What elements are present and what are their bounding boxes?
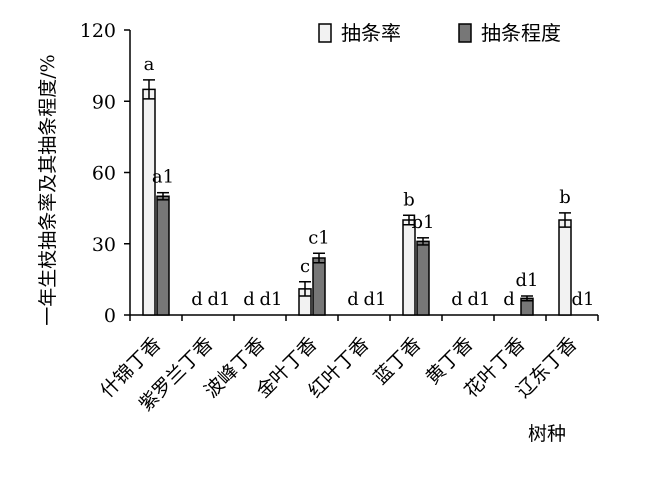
legend-label-series-2: 抽条程度 [481, 21, 561, 45]
y-axis-label: 一年生枝抽条率及其抽条程度/% [37, 54, 59, 325]
x-tick-label: 蓝丁香 [370, 333, 426, 389]
bar [416, 240, 430, 316]
bar [312, 257, 326, 316]
y-axis: 0 30 60 90 120 [80, 20, 131, 327]
data-label: d [503, 289, 515, 310]
bar [558, 219, 572, 316]
data-label: b [403, 189, 415, 210]
data-label: d [451, 289, 463, 310]
y-tick-label: 30 [92, 234, 116, 256]
y-tick-label: 60 [92, 163, 116, 185]
legend-label-series-1: 抽条率 [341, 21, 401, 45]
data-label: b [559, 187, 571, 208]
data-label: a1 [152, 167, 174, 188]
data-label: d [243, 289, 255, 310]
legend-swatch-series-2 [458, 23, 472, 43]
data-label: d1 [468, 289, 491, 310]
bar [402, 219, 416, 316]
data-label: d1 [572, 289, 595, 310]
y-tick-label: 90 [92, 91, 116, 113]
bars [142, 79, 572, 316]
data-labels: a d d c d b d d b a1 d1 d1 c1 d1 b1 d1 d1 d1 [144, 54, 595, 310]
data-label: c1 [308, 227, 330, 248]
data-label: d1 [516, 270, 539, 291]
data-label: b1 [412, 212, 435, 233]
data-label: d1 [364, 289, 387, 310]
legend: 抽条率 抽条程度 [318, 21, 561, 45]
bar [156, 195, 170, 316]
y-tick-label: 120 [80, 20, 116, 42]
data-label: c [300, 256, 310, 277]
x-axis-label: 树种 [528, 423, 566, 445]
bar [142, 88, 156, 316]
data-label: d [347, 289, 359, 310]
legend-swatch-series-1 [318, 23, 332, 43]
data-label: d1 [260, 289, 283, 310]
data-label: d [191, 289, 203, 310]
y-tick-label: 0 [104, 305, 116, 327]
data-label: d1 [208, 289, 231, 310]
data-label: a [144, 54, 155, 75]
